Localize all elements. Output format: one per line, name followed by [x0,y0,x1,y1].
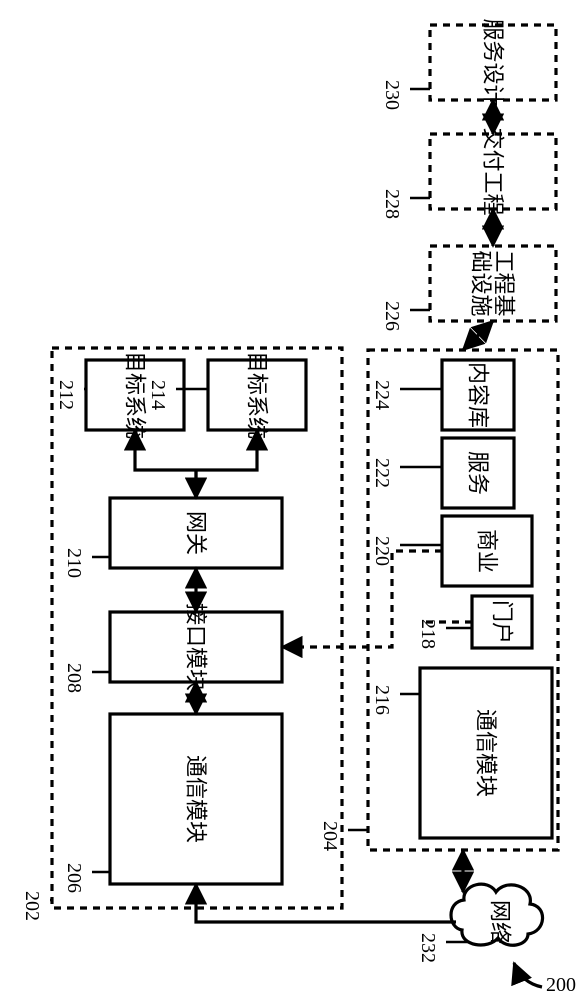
ref-svc-design: 230 [381,80,403,110]
block-grp-202: 202 [21,348,342,921]
ref-comm-216: 216 [371,685,393,715]
block-grp-204: 204 [319,350,558,851]
block-portal: 门户218 [417,596,532,649]
ref-business: 220 [371,536,393,566]
block-delivery-eng: 交付工程 228 [381,127,556,219]
block-tgt-214: 目标系统 214 [147,351,306,439]
ref-grp-202: 202 [21,891,43,921]
ref-delivery-eng: 228 [381,189,403,219]
svg-text:商业: 商业 [475,529,500,573]
block-eng-infra: 工程基础设施 226 [381,246,556,331]
block-gateway: 网关 210 [63,498,282,578]
svg-text:232: 232 [417,933,439,963]
ref-tgt-212: 212 [55,380,77,410]
ref-comm-206: 206 [63,863,85,893]
svg-text:服务设计: 服务设计 [481,18,506,106]
ref-grp-204: 204 [319,821,341,851]
ref-eng-infra: 226 [381,301,403,331]
block-content-lib: 内容库 224 [371,360,514,430]
svg-text:目标系统: 目标系统 [245,351,270,439]
block-svc-design: 服务设计 230 [381,18,556,110]
block-service: 服务 222 [371,438,514,508]
svg-text:通信模块: 通信模块 [474,709,499,797]
ref-iface: 208 [63,663,85,693]
ref-tgt-214: 214 [147,380,169,410]
patent-block-diagram: 200 服务设计 230 交付工程 228 工程基础设施 226 204 内容库 224 服务 222… [0,0,588,1000]
figure-ref: 200 [546,974,576,996]
block-business: 商业 220 [371,516,532,586]
ref-service: 222 [371,458,393,488]
ref-content-lib: 224 [371,380,393,410]
block-comm-216: 通信模块 216 [371,668,552,838]
svg-text:通信模块: 通信模块 [184,755,209,843]
svg-text:接口模块: 接口模块 [184,603,209,691]
svg-text:工程基础设施: 工程基础设施 [469,250,517,316]
svg-text:交付工程: 交付工程 [481,127,506,215]
block-comm-206: 通信模块 206 [63,714,282,893]
svg-text:网关: 网关 [184,511,209,555]
svg-text:目标系统: 目标系统 [123,351,148,439]
svg-text:服务: 服务 [466,451,491,495]
ref-gateway: 210 [63,548,85,578]
svg-text:内容库: 内容库 [466,362,491,428]
svg-text:门户: 门户 [490,600,515,644]
block-iface: 接口模块 208 [63,603,282,693]
svg-text:网络: 网络 [488,900,513,944]
